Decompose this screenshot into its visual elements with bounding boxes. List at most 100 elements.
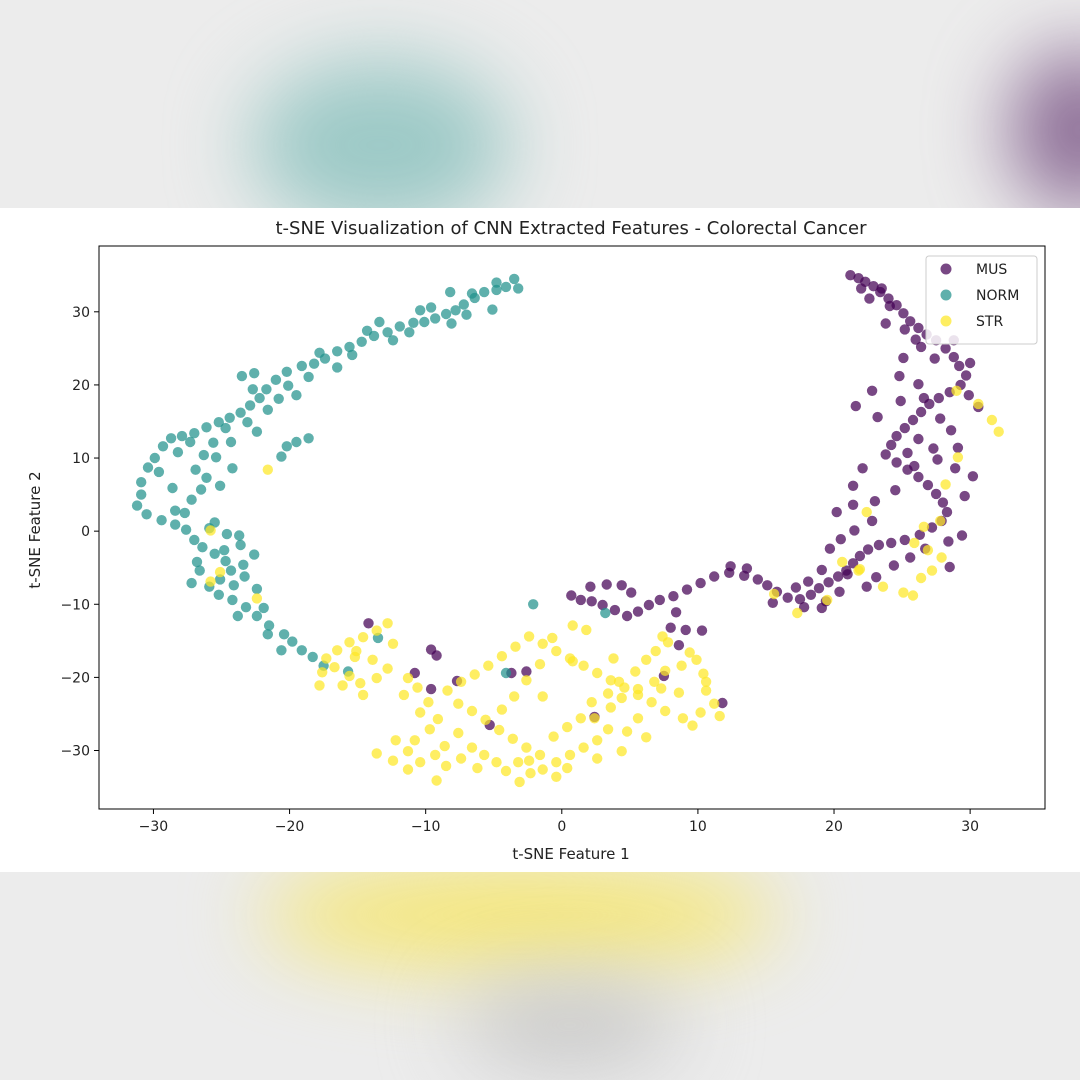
scatter-point-norm: [234, 530, 245, 541]
scatter-point-norm: [394, 321, 405, 332]
scatter-point-norm: [287, 636, 298, 647]
scatter-point-str: [677, 713, 689, 724]
scatter-point-mus: [918, 392, 930, 404]
scatter-point-str: [537, 691, 548, 702]
scatter-point-mus: [643, 599, 655, 611]
scatter-point-str: [698, 668, 709, 679]
scatter-point-str: [367, 654, 378, 665]
scatter-point-mus: [695, 577, 706, 589]
scatter-point-norm: [466, 288, 478, 299]
scatter-point-mus: [967, 471, 979, 482]
scatter-point-mus: [861, 581, 872, 592]
scatter-point-str: [616, 746, 627, 757]
scatter-point-norm: [344, 341, 355, 353]
scatter-point-mus: [696, 625, 708, 636]
scatter-point-str: [578, 742, 589, 753]
scatter-point-norm: [270, 374, 282, 385]
scatter-point-str: [431, 775, 442, 786]
plot-frame: [98, 245, 1046, 810]
scatter-point-str: [355, 678, 366, 689]
scatter-point-norm: [450, 305, 461, 316]
scatter-point-norm: [232, 610, 243, 622]
scatter-point-mus: [945, 425, 957, 436]
scatter-point-norm: [156, 515, 167, 526]
scatter-point-norm: [136, 489, 147, 500]
scatter-point-norm: [491, 284, 502, 296]
scatter-point-str: [523, 755, 535, 766]
scatter-chart: t-SNE Visualization of CNN Extracted Fea…: [26, 218, 1046, 863]
scatter-point-norm: [236, 370, 248, 382]
scatter-point-mus: [849, 525, 860, 536]
scatter-point-norm: [142, 462, 154, 473]
scatter-point-norm: [487, 304, 498, 315]
scatter-point-mus: [616, 580, 627, 591]
scatter-point-norm: [254, 392, 265, 404]
scatter-point-str: [521, 675, 532, 686]
scatter-point-norm: [251, 610, 263, 622]
scatter-point-str: [700, 685, 712, 696]
scatter-point-norm: [240, 602, 252, 613]
scatter-point-str: [344, 637, 355, 648]
scatter-point-norm: [408, 317, 419, 328]
scatter-point-mus: [963, 390, 974, 401]
legend: MUS NORM STR: [925, 255, 1038, 345]
scatter-point-str: [537, 638, 548, 649]
scatter-point-str: [650, 645, 661, 657]
scatter-point-mus: [835, 534, 846, 545]
scatter-point-mus: [864, 293, 875, 304]
scatter-point-str: [936, 552, 947, 563]
chart-panel: t-SNE Visualization of CNN Extracted Fea…: [0, 208, 1080, 872]
scatter-point-str: [551, 771, 562, 782]
scatter-point-str: [514, 776, 525, 788]
scatter-point-str: [491, 757, 502, 768]
scatter-point-str: [853, 565, 864, 576]
scatter-point-norm: [227, 463, 238, 474]
scatter-point-norm: [185, 436, 196, 448]
scatter-point-mus: [668, 591, 679, 602]
scatter-point-str: [695, 707, 706, 718]
scatter-point-str: [472, 762, 483, 774]
scatter-point-mus: [952, 442, 964, 453]
scatter-point-str: [709, 698, 720, 709]
scatter-point-norm: [214, 574, 226, 585]
scatter-point-str: [387, 638, 399, 649]
scatter-point-str: [792, 607, 803, 619]
scatter-point-norm: [278, 629, 290, 640]
scatter-point-mus: [782, 592, 793, 603]
scatter-point-mus: [956, 530, 968, 541]
series-norm: [131, 273, 611, 679]
scatter-point-str: [387, 755, 399, 766]
scatter-point-norm: [239, 571, 250, 582]
scatter-point-mus: [905, 316, 916, 327]
scatter-point-mus: [363, 618, 374, 629]
scatter-point-norm: [528, 599, 539, 610]
scatter-point-norm: [445, 286, 456, 298]
scatter-point-str: [402, 764, 414, 775]
scatter-point-str: [877, 581, 889, 592]
scatter-point-str: [525, 768, 536, 779]
scatter-point-mus: [805, 589, 817, 600]
scatter-point-str: [371, 748, 382, 759]
scatter-point-str: [768, 588, 780, 600]
scatter-point-str: [608, 653, 619, 664]
scatter-point-mus: [910, 334, 921, 345]
scatter-point-str: [453, 727, 464, 739]
scatter-point-norm: [176, 430, 188, 442]
scatter-point-mus: [621, 610, 633, 622]
scatter-point-str: [660, 665, 671, 676]
scatter-point-norm: [425, 302, 437, 313]
scatter-point-mus: [813, 583, 825, 594]
scatter-point-mus: [937, 497, 949, 508]
scatter-point-mus: [847, 499, 859, 510]
scatter-point-mus: [880, 318, 891, 329]
scatter-point-norm: [198, 449, 209, 461]
scatter-point-str: [646, 697, 657, 708]
scatter-point-norm: [276, 451, 287, 462]
scatter-point-norm: [509, 273, 520, 285]
scatter-point-mus: [928, 443, 939, 454]
scatter-point-str: [592, 735, 603, 746]
x-tick-label: 0: [557, 819, 566, 835]
scatter-point-str: [480, 714, 491, 725]
scatter-point-mus: [890, 485, 901, 496]
scatter-point-norm: [291, 390, 302, 401]
